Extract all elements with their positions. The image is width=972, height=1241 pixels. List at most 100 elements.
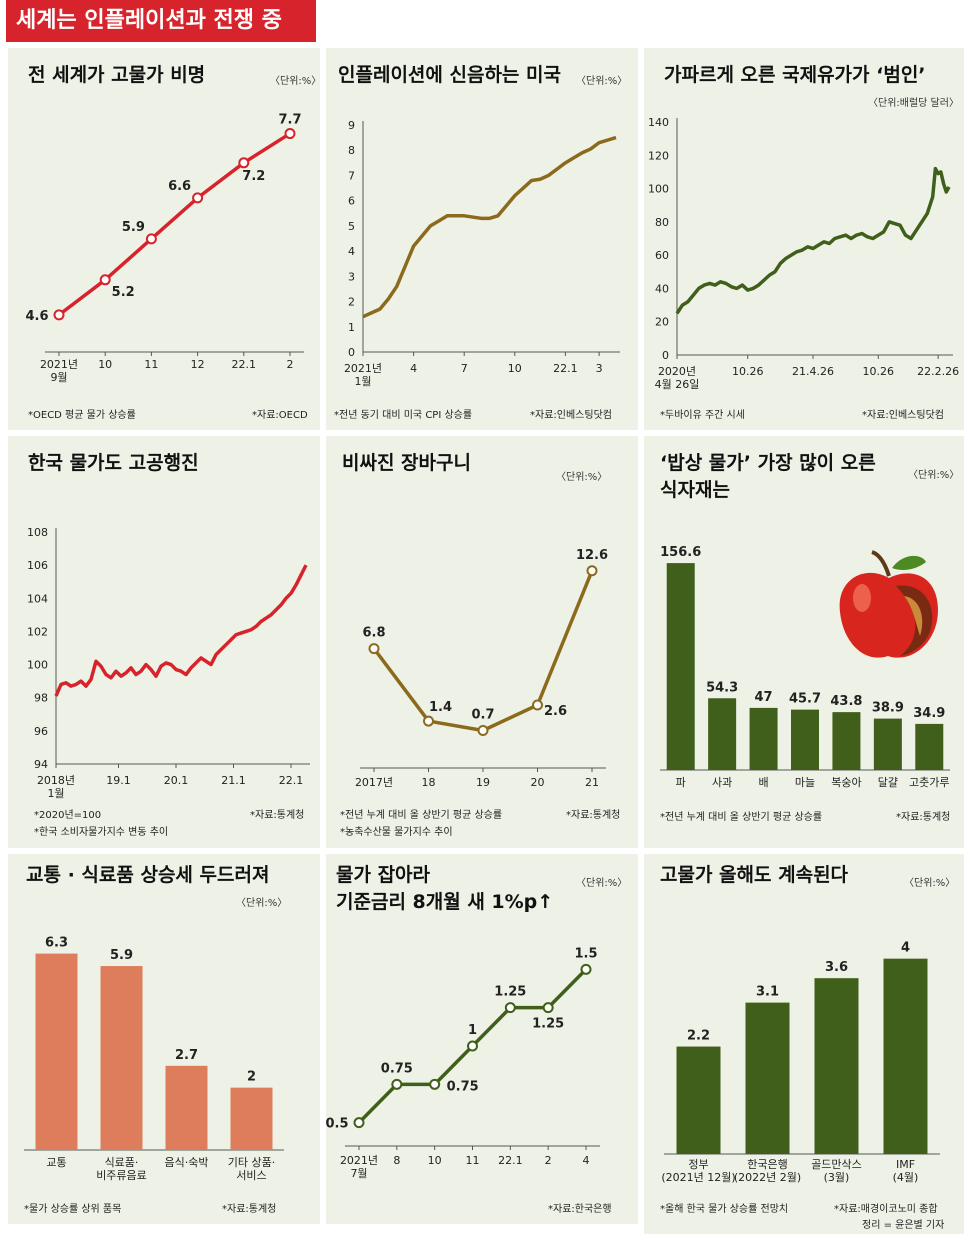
panel-title: 전 세계가 고물가 비명 [28,64,206,86]
panel-food-items: ‘밥상 물가’ 가장 많이 오른 식자재는 〈단위:%〉 156.6 파 54.3 사… [644,436,964,848]
x-tick-label: 1월 [47,787,64,800]
x-tick-label: IMF [896,1158,915,1171]
x-tick-label: 한국은행 [747,1158,787,1171]
bar [165,1065,208,1150]
chart-forecast: 2.2 정부(2021년 12월) 3.1 한국은행(2022년 2월) 3.6 골드만삭… [661,941,940,1184]
x-tick-label: 사과 [712,776,732,789]
chart-note: *전년 누계 대비 올 상반기 평균 상승률 [340,810,503,821]
x-tick-label: 2021년 [340,1154,378,1167]
unit-label: 〈단위:%〉 [236,898,288,909]
x-tick-label: 10 [428,1154,442,1167]
x-tick-label: 20.1 [164,774,189,787]
data-point [353,1117,365,1129]
data-label: 1.5 [574,946,597,961]
data-label: 43.8 [830,694,862,709]
unit-label: 〈단위:%〉 [904,878,956,889]
data-label: 2 [247,1070,256,1085]
y-tick-label: 104 [27,592,48,605]
unit-label: 〈단위:배럴당 달러〉 [868,98,959,109]
data-label: 3.1 [756,985,779,1000]
data-label: 5.9 [110,948,133,963]
chart-source: *자료:매경이코노미 종합 [834,1204,938,1215]
x-tick-label: 10.26 [863,365,895,378]
x-tick-label: 22.1 [232,358,257,371]
data-point [504,1002,516,1014]
chart-source: *자료:한국은행 [548,1204,612,1215]
unit-label: 〈단위:%〉 [576,76,628,87]
x-tick-label: 2021년 [40,358,78,371]
y-tick-label: 0 [662,349,669,362]
bar [35,953,78,1150]
data-point [53,309,65,321]
y-tick-label: 4 [348,245,355,258]
data-label: 47 [755,690,773,705]
bar [745,1002,790,1154]
data-label: 2.7 [175,1048,198,1063]
chart-note: *2020년=100 [34,810,102,821]
data-label: 6.3 [45,936,68,951]
data-label: 5.2 [112,285,135,300]
y-tick-label: 20 [655,316,669,329]
data-label: 0.7 [471,707,494,722]
bar [791,709,819,770]
data-point [238,157,250,169]
x-tick-label: (2022년 2월) [734,1171,801,1184]
data-label: 6.8 [362,626,385,641]
x-tick-label: 11 [144,358,158,371]
panel-oecd: 전 세계가 고물가 비명 〈단위:%〉 4.6 5.2 5.9 6.6 7.2 7.7 20… [8,48,322,430]
data-label: 0.75 [381,1061,413,1076]
panel-title: 한국 물가도 고공행진 [28,452,199,474]
data-point [423,715,434,727]
x-tick-label: 식료품· [105,1156,139,1169]
data-label: 4.6 [25,309,48,324]
y-tick-label: 0 [348,346,355,359]
y-tick-label: 120 [648,149,669,162]
bar [832,712,861,770]
data-label: 12.6 [576,548,608,563]
x-tick-label: (2021년 12월) [661,1171,735,1184]
data-label: 4 [901,941,910,956]
panel-title: ‘밥상 물가’ 가장 많이 오른 식자재는 [660,452,876,501]
panel-groceries: 비싸진 장바구니 〈단위:%〉 6.8 1.4 0.7 2.6 12.6 2017년 18 1… [326,436,638,848]
chart-note: *전년 누계 대비 올 상반기 평균 상승률 [660,812,823,823]
x-tick-label: 배 [759,776,769,789]
x-tick-label: 21.1 [221,774,246,787]
x-tick-label: 비주류음료 [96,1169,147,1182]
x-tick-label: 7 [461,362,468,375]
x-tick-label: 마늘 [795,776,815,789]
y-tick-label: 5 [348,220,355,233]
unit-label: 〈단위:%〉 [270,76,322,87]
x-tick-label: 고춧가루 [909,776,949,789]
data-label: 38.9 [872,701,904,716]
x-tick-label: 기타 상품· [228,1156,275,1169]
x-tick-label: 10.26 [732,365,764,378]
series-line [675,166,951,315]
x-tick-label: 서비스 [236,1169,266,1182]
x-tick-label: 21.4.26 [792,365,834,378]
data-point [429,1078,441,1090]
chart-source: *자료:통계청 [896,812,951,823]
y-tick-label: 60 [655,249,669,262]
chart-note-2: *한국 소비자물가지수 변동 추이 [34,827,169,838]
data-point [580,963,592,975]
x-tick-label: 2018년 [37,774,75,787]
data-point [477,724,489,736]
y-tick-label: 3 [348,270,355,283]
bar [666,563,695,770]
bar [749,707,778,770]
unit-label: 〈단위:%〉 [556,472,608,483]
y-tick-label: 9 [348,119,355,132]
data-point [145,233,157,245]
x-tick-label: 파 [676,776,686,789]
bar [883,958,928,1154]
y-tick-label: 108 [27,526,48,539]
data-label: 45.7 [789,692,821,707]
x-tick-label: 19.1 [106,774,131,787]
data-label: 0.5 [325,1117,348,1132]
x-tick-label: 2017년 [355,776,393,789]
x-tick-label: 골드만삭스 [811,1158,862,1171]
